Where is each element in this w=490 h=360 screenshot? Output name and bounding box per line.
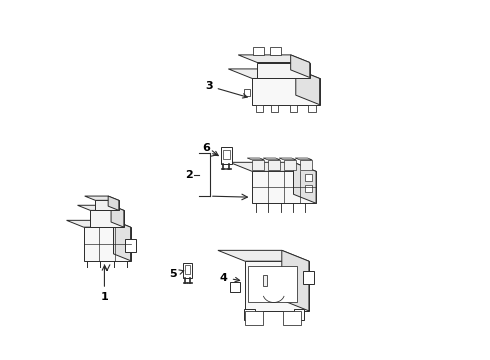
Polygon shape: [244, 89, 250, 96]
Text: 2: 2: [185, 170, 193, 180]
Polygon shape: [245, 311, 263, 325]
Polygon shape: [252, 78, 319, 105]
Polygon shape: [247, 266, 297, 302]
Text: 1: 1: [100, 266, 108, 302]
Polygon shape: [221, 147, 232, 163]
Polygon shape: [296, 69, 319, 105]
Polygon shape: [284, 160, 296, 170]
Polygon shape: [291, 55, 310, 77]
Text: 5: 5: [169, 269, 184, 279]
Text: 6: 6: [202, 143, 219, 156]
Polygon shape: [84, 227, 130, 261]
Polygon shape: [263, 158, 280, 160]
Polygon shape: [282, 250, 309, 311]
Polygon shape: [185, 265, 191, 274]
Polygon shape: [252, 160, 264, 170]
Polygon shape: [77, 205, 124, 210]
Polygon shape: [294, 162, 316, 203]
Polygon shape: [253, 48, 265, 55]
Polygon shape: [228, 69, 319, 78]
Polygon shape: [96, 200, 119, 210]
Polygon shape: [183, 263, 192, 278]
Polygon shape: [271, 105, 278, 112]
Text: 4: 4: [220, 273, 240, 283]
Polygon shape: [263, 275, 267, 286]
Polygon shape: [290, 105, 297, 112]
Polygon shape: [256, 105, 264, 112]
Polygon shape: [294, 309, 304, 320]
Polygon shape: [257, 63, 310, 77]
Polygon shape: [223, 149, 230, 159]
Polygon shape: [303, 271, 314, 284]
Polygon shape: [244, 309, 255, 320]
Polygon shape: [230, 162, 316, 171]
Polygon shape: [125, 239, 136, 252]
Polygon shape: [230, 282, 241, 292]
Polygon shape: [108, 196, 119, 210]
Polygon shape: [283, 311, 301, 325]
Polygon shape: [305, 185, 312, 192]
Polygon shape: [268, 160, 280, 170]
Polygon shape: [245, 261, 309, 311]
Polygon shape: [305, 174, 312, 181]
Polygon shape: [218, 250, 309, 261]
Polygon shape: [279, 158, 296, 160]
Polygon shape: [247, 158, 264, 160]
Polygon shape: [252, 171, 316, 203]
Polygon shape: [270, 48, 281, 55]
Text: 3: 3: [205, 81, 247, 98]
Polygon shape: [238, 55, 310, 63]
Polygon shape: [299, 160, 312, 170]
Polygon shape: [295, 158, 312, 160]
Polygon shape: [114, 220, 130, 261]
Polygon shape: [308, 105, 316, 112]
Polygon shape: [90, 210, 124, 227]
Polygon shape: [67, 220, 130, 227]
Polygon shape: [85, 196, 119, 200]
Polygon shape: [111, 205, 124, 227]
